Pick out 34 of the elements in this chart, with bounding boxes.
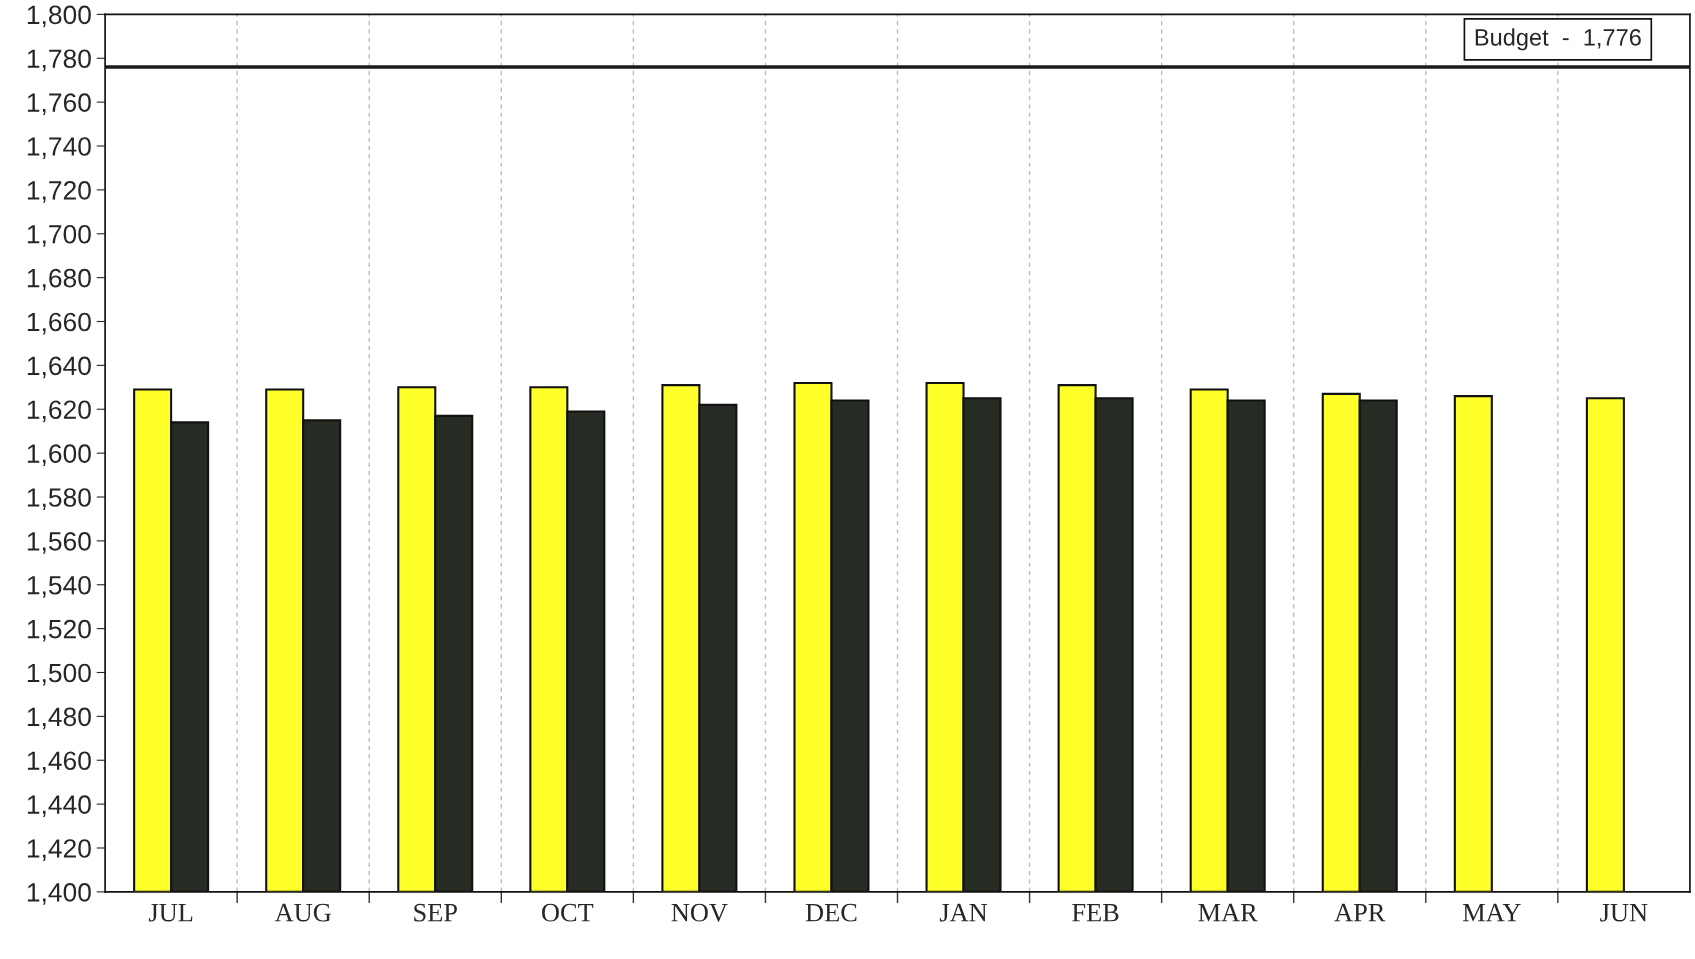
y-tick-label: 1,580 xyxy=(27,488,91,510)
y-tick-label: 1,700 xyxy=(27,224,91,247)
y-tick-label: 1,540 xyxy=(27,575,91,598)
y-tick-label: 1,760 xyxy=(27,93,91,116)
x-tick-label: JAN xyxy=(939,903,988,922)
x-tick-label: MAR xyxy=(1198,903,1258,922)
x-tick-label: AUG xyxy=(274,903,331,922)
y-tick-label: 1,660 xyxy=(27,312,91,335)
x-tick-label: FEB xyxy=(1072,904,1119,922)
y-tick-label: 1,740 xyxy=(27,137,91,159)
y-tick-label: 1,480 xyxy=(27,707,91,730)
y-tick-label: 1,720 xyxy=(27,181,91,203)
y-tick-label: 1,800 xyxy=(27,5,91,28)
x-tick-label: APR xyxy=(1334,903,1386,922)
x-tick-label: SEP xyxy=(414,903,457,922)
x-tick-label: OCT xyxy=(542,903,594,922)
y-tick-label: 1,560 xyxy=(27,532,91,554)
y-tick-label: 1,460 xyxy=(27,751,91,774)
y-tick-label: 1,680 xyxy=(27,268,91,291)
y-tick-label: 1,640 xyxy=(27,356,91,379)
y-tick-label: 1,500 xyxy=(27,663,91,686)
x-tick-label: NOV xyxy=(671,903,728,922)
y-tick-label: 1,780 xyxy=(27,49,91,72)
x-tick-label: JUN xyxy=(1600,904,1648,922)
y-tick-label: 1,600 xyxy=(27,444,91,467)
y-tick-label: 1,620 xyxy=(27,400,91,423)
y-tick-label: 1,400 xyxy=(27,883,91,905)
y-tick-label: 1,520 xyxy=(27,619,91,642)
x-tick-label: JUL xyxy=(148,904,193,922)
x-tick-label: DEC xyxy=(805,903,857,922)
ref-line-label: Budget - 1,776 xyxy=(1475,28,1641,51)
x-tick-label: MAY xyxy=(1462,903,1521,922)
y-tick-label: 1,440 xyxy=(27,795,91,818)
y-tick-label: 1,420 xyxy=(27,839,91,861)
